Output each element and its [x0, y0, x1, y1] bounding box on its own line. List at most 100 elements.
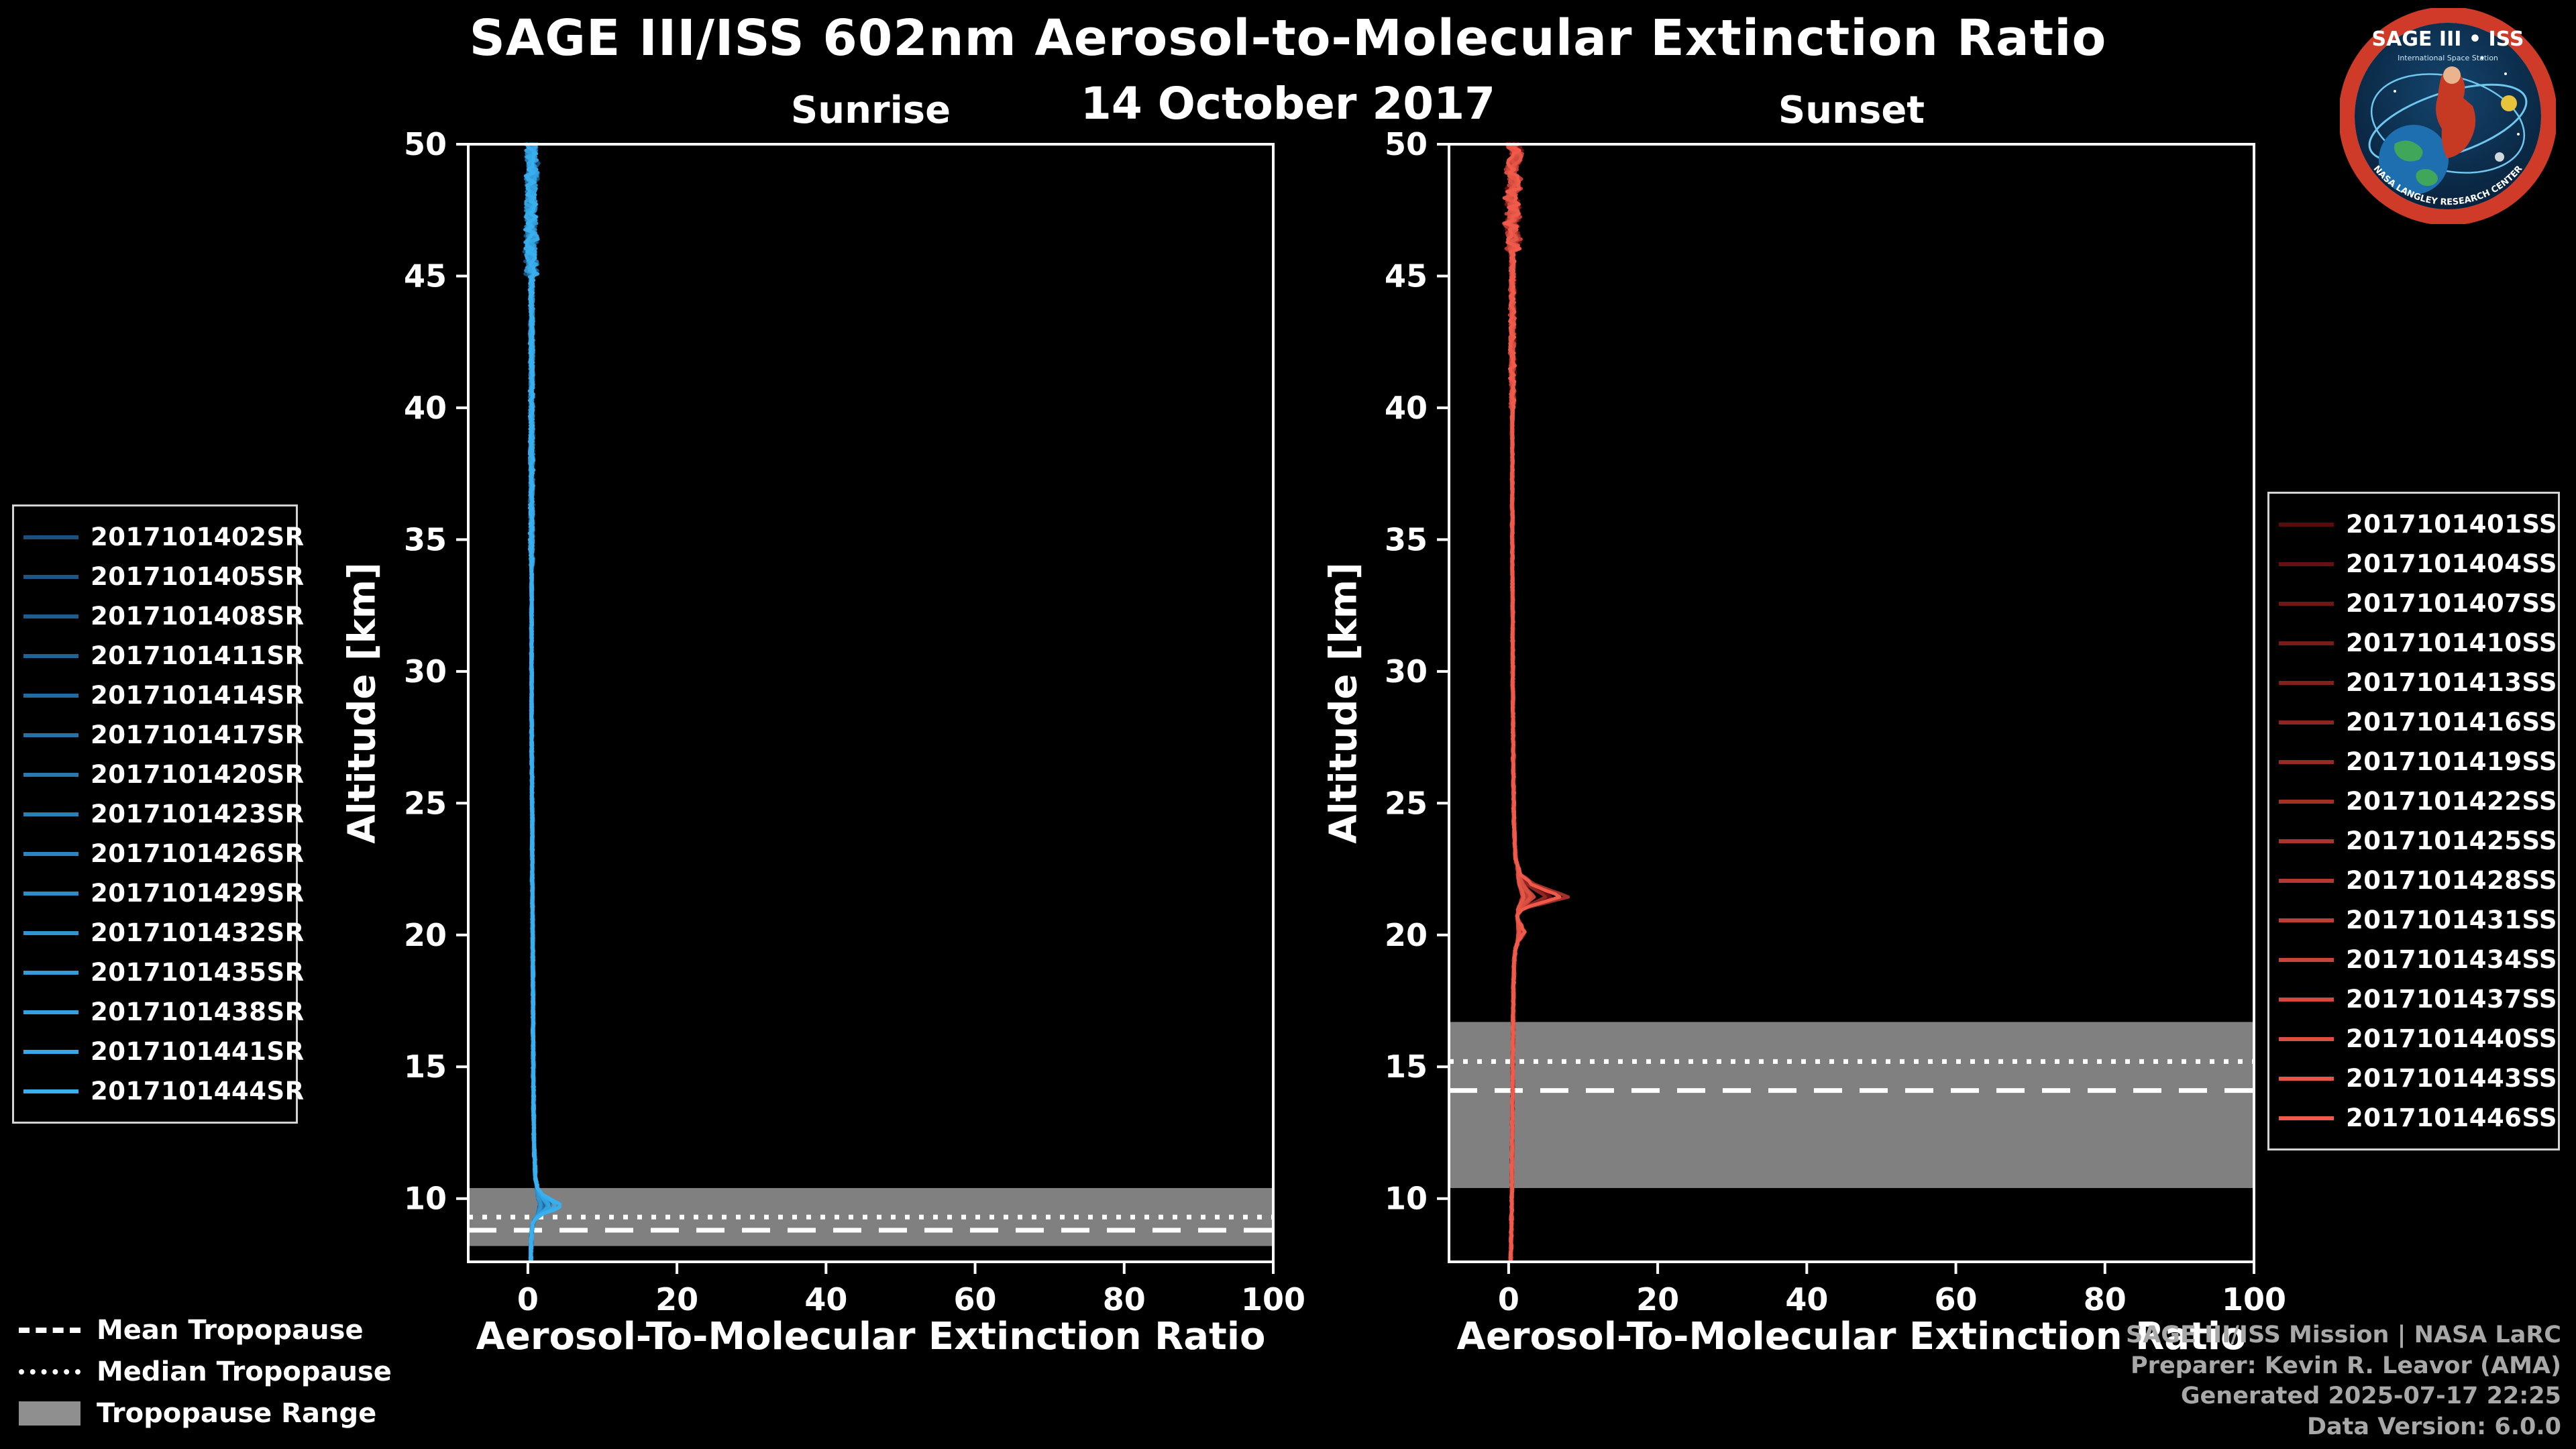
legend-item-label: 2017101405SR	[91, 562, 305, 591]
robed-figure-icon	[2436, 70, 2476, 158]
legend-item: 2017101405SR	[23, 557, 304, 596]
moon-icon	[2495, 152, 2504, 162]
legend-item-label: 2017101408SR	[91, 602, 305, 631]
legend-item-label: 2017101411SR	[91, 641, 305, 670]
legend-item: 2017101431SS	[2279, 900, 2557, 940]
star-icon	[2517, 133, 2520, 136]
y-tick-label: 10	[1385, 1181, 1428, 1217]
legend-color-swatch	[2279, 839, 2334, 843]
range-band-swatch	[19, 1401, 80, 1426]
legend-item-label: 2017101428SS	[2346, 866, 2558, 895]
y-tick-label: 30	[1385, 653, 1428, 690]
logo-title: SAGE III • ISS	[2372, 28, 2524, 51]
legend-item-label: 2017101431SS	[2346, 906, 2558, 934]
y-tick-label: 15	[1385, 1049, 1428, 1085]
figure-head	[2443, 66, 2461, 84]
earth-continent	[2394, 140, 2423, 162]
legend-color-swatch	[2279, 878, 2334, 883]
legend-item-label: 2017101429SR	[91, 879, 305, 908]
tropopause-range-label: Tropopause Range	[97, 1398, 377, 1429]
legend-item: 2017101428SS	[2279, 861, 2557, 900]
y-tick-label: 10	[404, 1181, 447, 1217]
legend-item: 2017101438SR	[23, 992, 304, 1032]
date-subtitle: 14 October 2017	[1080, 78, 1496, 129]
legend-color-swatch	[23, 614, 78, 619]
legend-item: 2017101432SR	[23, 913, 304, 953]
legend-item: 2017101420SR	[23, 755, 304, 794]
legend-color-swatch	[2279, 522, 2334, 527]
attribution-data-version: Data Version: 6.0.0	[2306, 1413, 2561, 1440]
star-icon	[2480, 56, 2484, 60]
y-tick-label: 45	[404, 258, 447, 294]
legend-item: 2017101410SS	[2279, 623, 2557, 663]
legend-item: 2017101414SR	[23, 676, 304, 715]
legend-color-swatch	[23, 891, 78, 896]
legend-item: 2017101404SS	[2279, 544, 2557, 584]
y-tick-label: 50	[404, 126, 447, 162]
legend-item-label: 2017101413SS	[2346, 668, 2558, 697]
sunrise-plot: 0 20 40 60 80 100 10 15 20 25 30 35 40 45 50	[404, 126, 1305, 1318]
legend-item-label: 2017101419SS	[2346, 747, 2558, 776]
legend-item-label: 2017101441SR	[91, 1037, 305, 1066]
page-title: SAGE III/ISS 602nm Aerosol-to-Molecular …	[469, 9, 2107, 67]
legend-color-swatch	[23, 970, 78, 975]
sun-icon	[2501, 95, 2517, 111]
legend-item-label: 2017101404SS	[2346, 549, 2558, 578]
plot-frame	[467, 143, 1275, 1263]
x-tick-label: 20	[1636, 1281, 1679, 1318]
legend-color-swatch	[23, 1089, 78, 1093]
dotted-line-swatch	[19, 1369, 80, 1375]
y-tick-label: 45	[1385, 258, 1428, 294]
x-tick-label: 40	[1785, 1281, 1828, 1318]
legend-item-label: 2017101420SR	[91, 760, 305, 789]
legend-item: 2017101413SS	[2279, 663, 2557, 702]
x-tick-label: 60	[1935, 1281, 1978, 1318]
legend-item: 2017101437SS	[2279, 979, 2557, 1019]
median-tropopause-legend-item: Median Tropopause	[19, 1355, 392, 1389]
legend-color-swatch	[23, 535, 78, 539]
legend-item-label: 2017101410SS	[2346, 629, 2558, 657]
legend-item: 2017101444SR	[23, 1071, 304, 1111]
legend-item: 2017101446SS	[2279, 1098, 2557, 1138]
y-tick-label: 30	[404, 653, 447, 690]
x-tick-label: 0	[1498, 1281, 1519, 1318]
sage-iss-mission-logo: SAGE III • ISS International Space Stati…	[2340, 8, 2556, 224]
legend-item: 2017101407SS	[2279, 584, 2557, 623]
tropopause-range-band	[1449, 1022, 2254, 1188]
attribution-mission: SAGE III/ISS Mission | NASA LaRC	[2125, 1322, 2561, 1348]
x-tick-label: 80	[1103, 1281, 1146, 1318]
y-tick-label: 15	[404, 1049, 447, 1085]
sunrise-event-legend: 2017101402SR 2017101405SR 2017101408SR 2017…	[12, 504, 304, 1124]
tropopause-range-band	[468, 1187, 1273, 1246]
tropopause-range-legend-item: Tropopause Range	[19, 1397, 392, 1430]
legend-color-swatch	[2279, 957, 2334, 962]
x-tick-label: 100	[1241, 1281, 1305, 1318]
legend-item: 2017101417SR	[23, 715, 304, 755]
legend-color-swatch	[2279, 680, 2334, 685]
legend-color-swatch	[23, 812, 78, 816]
mean-tropopause-label: Mean Tropopause	[97, 1315, 364, 1346]
x-tick-label: 60	[954, 1281, 997, 1318]
median-tropopause-label: Median Tropopause	[97, 1356, 392, 1387]
legend-item-label: 2017101434SS	[2346, 945, 2558, 974]
legend-color-swatch	[23, 1010, 78, 1014]
profile-line	[1503, 142, 1562, 1263]
legend-item: 2017101440SS	[2279, 1019, 2557, 1059]
x-tick-label: 100	[2222, 1281, 2286, 1318]
legend-color-swatch	[2279, 601, 2334, 606]
x-tick-label: 20	[655, 1281, 698, 1318]
legend-item-label: 2017101437SS	[2346, 985, 2558, 1014]
attribution-block: SAGE III/ISS Mission | NASA LaRC Prepare…	[2126, 1320, 2561, 1442]
y-tick-label: 50	[1385, 126, 1428, 162]
legend-color-swatch	[23, 930, 78, 935]
legend-item-label: 2017101414SR	[91, 681, 305, 710]
logo-red-ring	[2340, 8, 2556, 224]
legend-item-label: 2017101426SR	[91, 839, 305, 868]
legend-color-swatch	[2279, 720, 2334, 724]
legend-color-swatch	[23, 772, 78, 777]
star-icon	[2394, 90, 2396, 93]
dashed-line-swatch	[19, 1328, 80, 1333]
legend-item-label: 2017101407SS	[2346, 589, 2558, 618]
legend-item: 2017101401SS	[2279, 504, 2557, 544]
legend-item-label: 2017101432SR	[91, 918, 305, 947]
